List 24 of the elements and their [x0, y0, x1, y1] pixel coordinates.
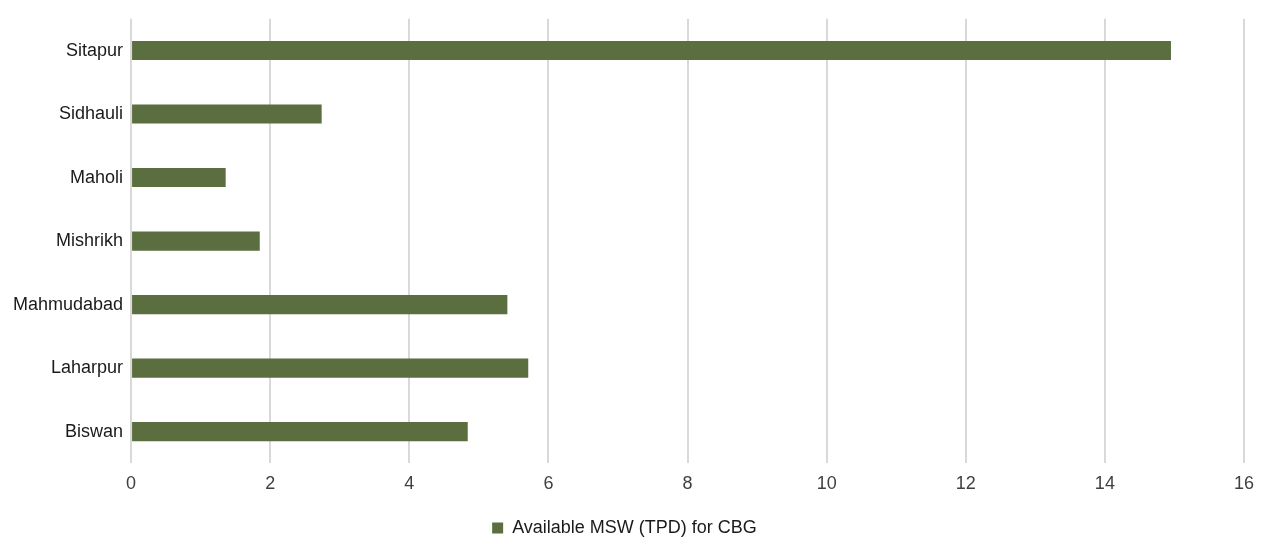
- x-tick-label: 12: [955, 473, 976, 494]
- y-tick-label: Sidhauli: [59, 103, 124, 124]
- y-tick-label: Laharpur: [51, 357, 124, 378]
- x-tick-label: 6: [543, 473, 554, 494]
- x-tick-label: 16: [1233, 473, 1255, 494]
- bar: [132, 231, 260, 251]
- y-tick-label: Biswan: [65, 420, 124, 441]
- bar: [132, 422, 468, 442]
- x-tick-label: 14: [1094, 473, 1115, 494]
- x-tick-label: 4: [404, 473, 415, 494]
- bar: [132, 104, 322, 124]
- x-tick-label: 8: [682, 473, 693, 494]
- x-tick-label: 2: [265, 473, 276, 494]
- y-tick-label: Sitapur: [66, 39, 124, 60]
- bar: [132, 168, 226, 188]
- y-tick-label: Mishrikh: [56, 230, 124, 251]
- y-tick-label: Mahmudabad: [13, 293, 124, 314]
- x-tick-label: 10: [816, 473, 837, 494]
- bar: [132, 295, 508, 315]
- bar: [132, 41, 1171, 61]
- y-tick-label: Maholi: [70, 166, 124, 187]
- x-tick-label: 0: [126, 473, 137, 494]
- bar: [132, 358, 529, 378]
- legend-label: Available MSW (TPD) for CBG: [512, 516, 757, 537]
